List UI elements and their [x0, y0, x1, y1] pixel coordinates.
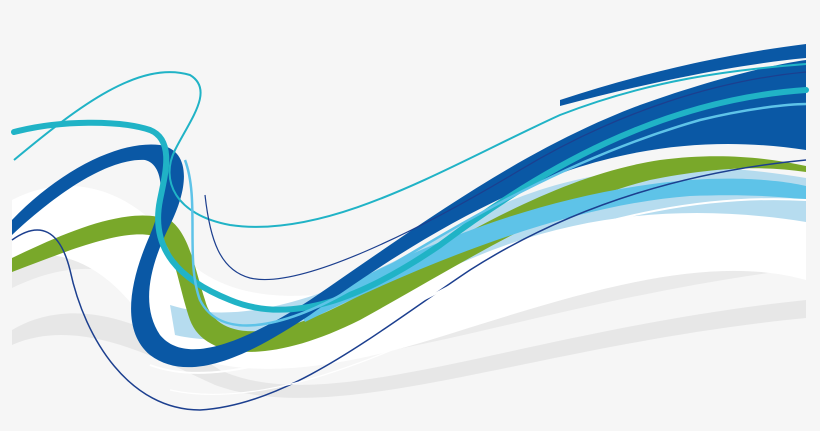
sky-blue-thin-line	[183, 102, 807, 327]
white-highlight-line-thin	[169, 236, 807, 396]
royal-blue-main-ribbon	[12, 60, 806, 368]
white-highlight-line	[149, 198, 807, 374]
royal-blue-top-stripe	[560, 44, 806, 106]
navy-thin-line-upper	[204, 71, 807, 281]
sky-blue-wave-band	[300, 178, 806, 322]
teal-swoosh-line	[11, 87, 809, 313]
teal-thin-line	[13, 63, 807, 228]
navy-thin-line-lower	[11, 159, 807, 411]
